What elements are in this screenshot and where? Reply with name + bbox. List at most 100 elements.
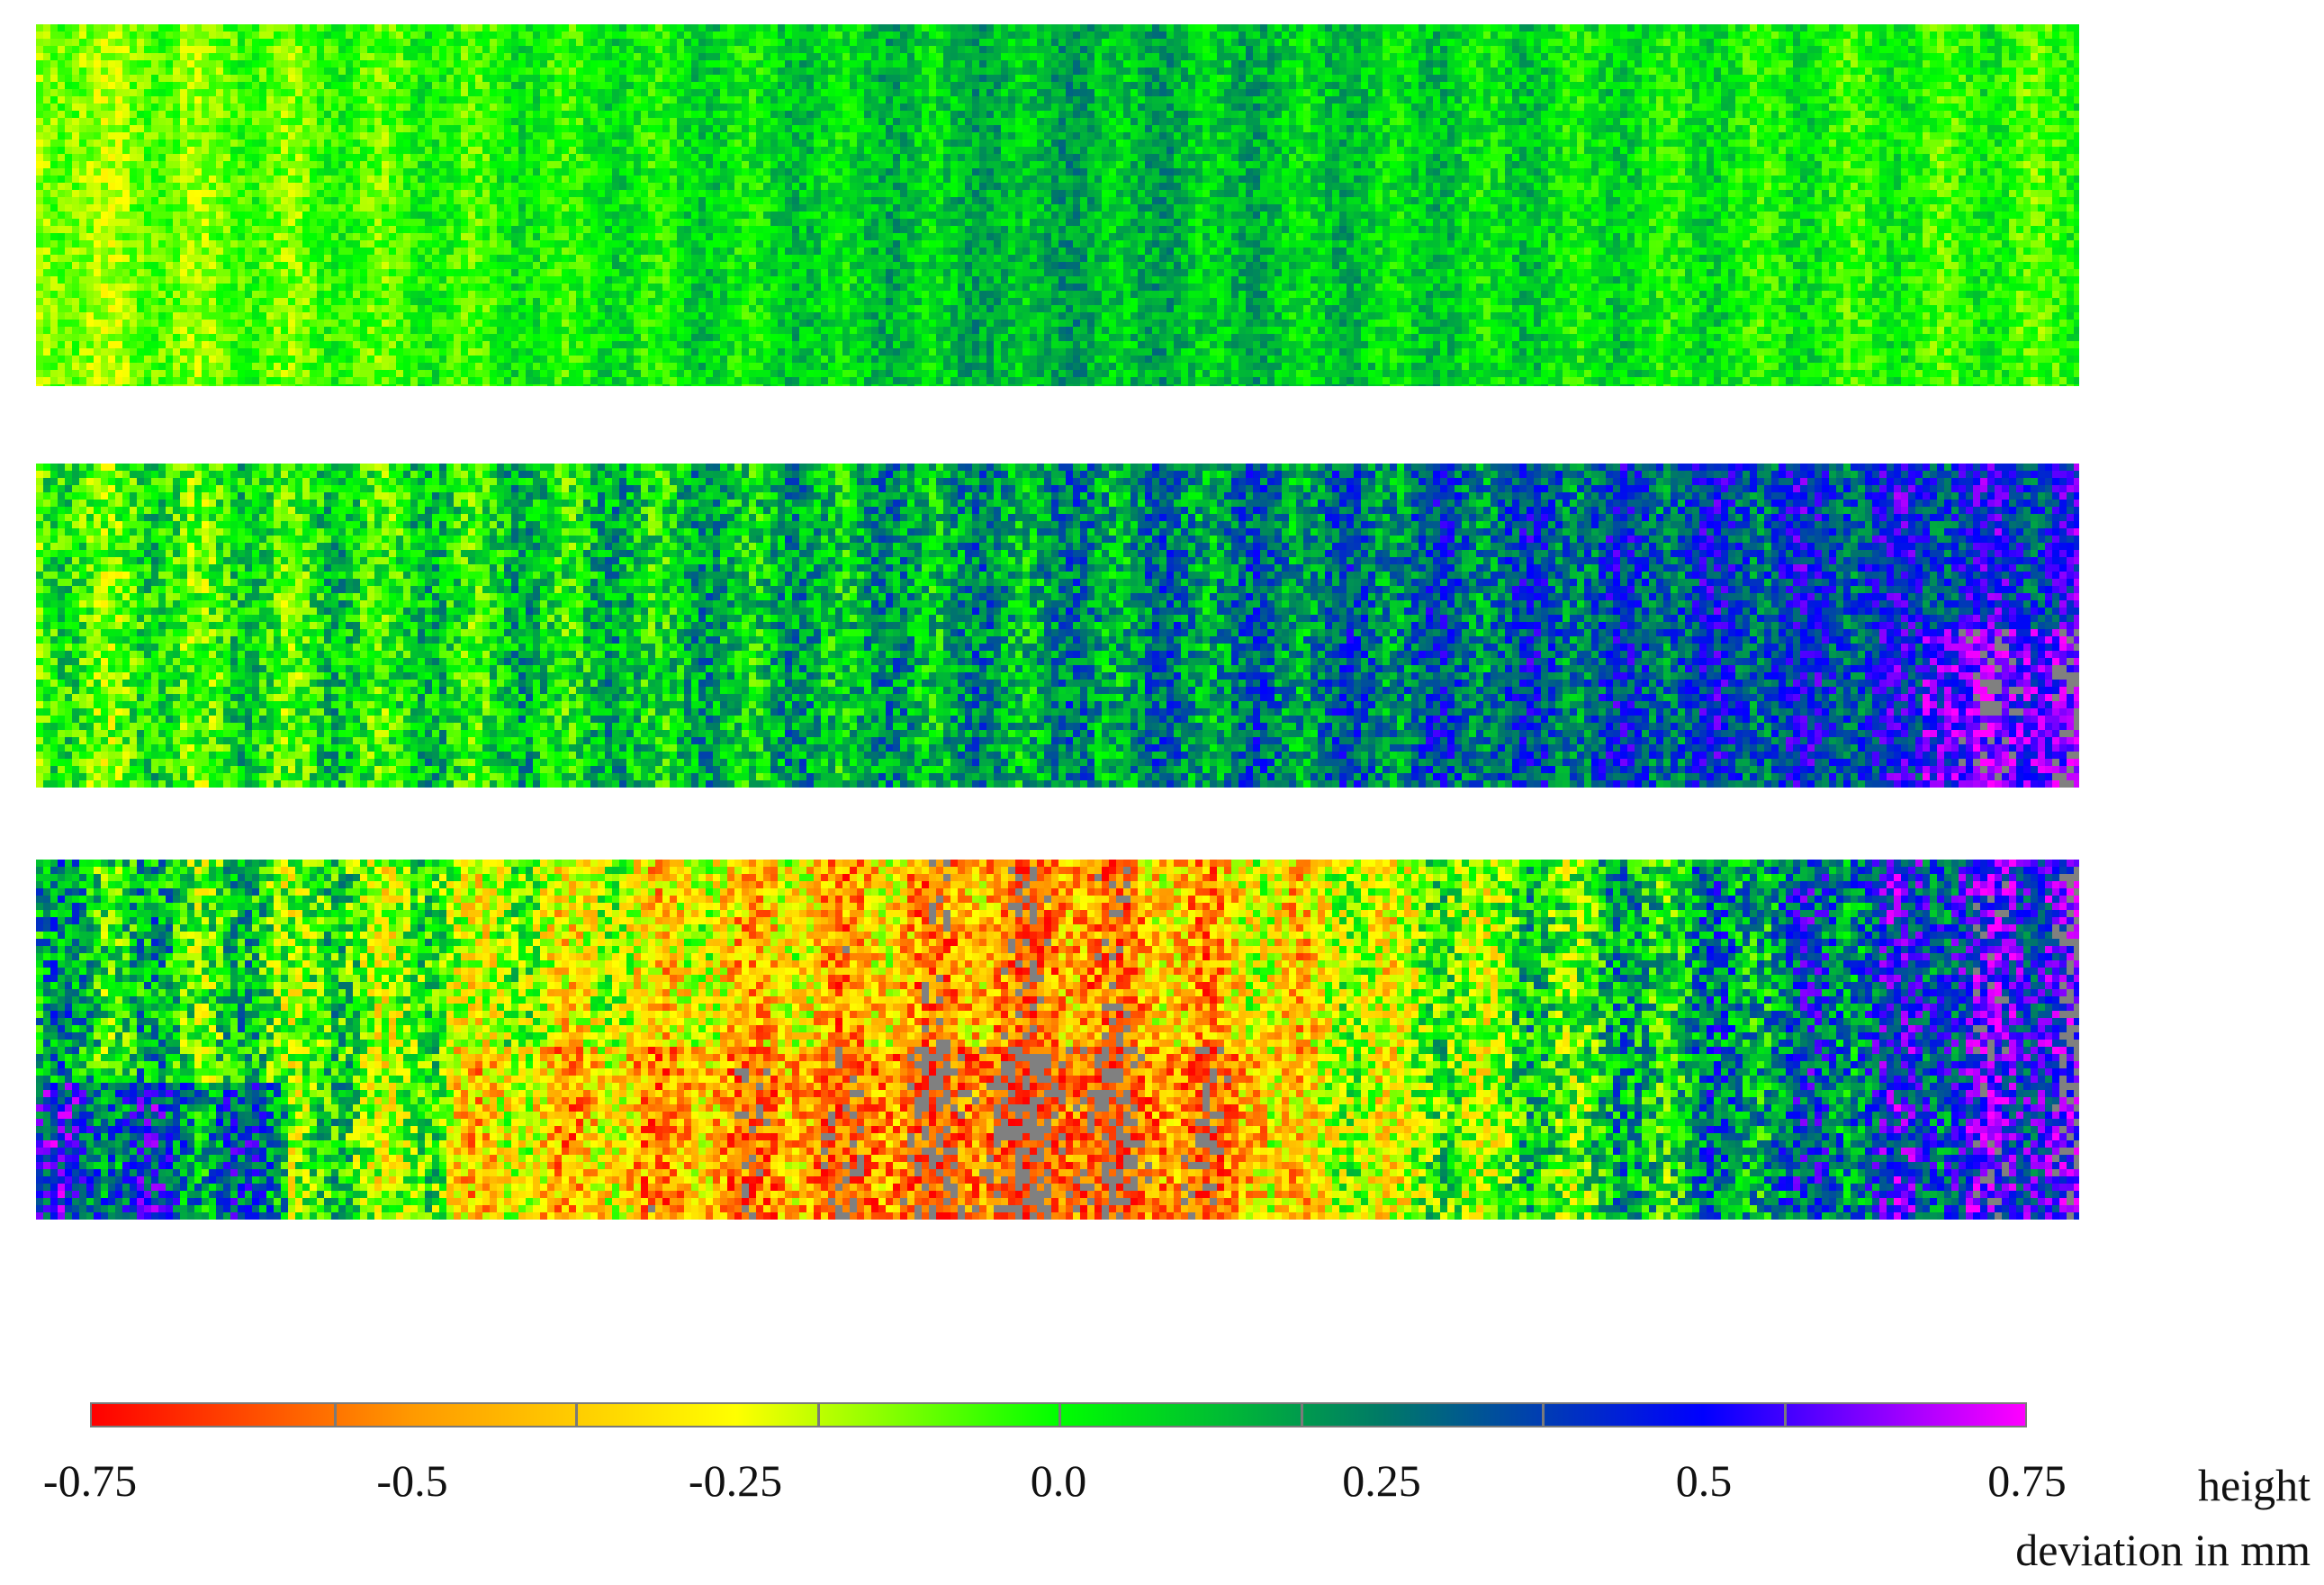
- deviation-cell: [540, 53, 548, 61]
- deviation-cell: [1944, 46, 1952, 54]
- deviation-cell: [490, 82, 498, 90]
- deviation-cell: [1923, 96, 1931, 104]
- deviation-cell: [756, 140, 764, 148]
- deviation-cell: [929, 125, 937, 133]
- deviation-cell: [1282, 46, 1290, 54]
- deviation-cell: [2074, 39, 2079, 47]
- deviation-cell: [266, 132, 275, 140]
- deviation-cell: [1037, 89, 1045, 97]
- deviation-cell: [238, 46, 246, 54]
- deviation-cell: [1267, 46, 1275, 54]
- deviation-cell: [655, 39, 663, 47]
- deviation-cell: [1923, 46, 1931, 54]
- deviation-cell: [562, 53, 570, 61]
- deviation-cell: [1843, 68, 1851, 76]
- deviation-cell: [626, 118, 635, 126]
- deviation-cell: [576, 140, 584, 148]
- deviation-cell: [1354, 24, 1362, 32]
- deviation-cell: [1757, 46, 1765, 54]
- deviation-cell: [130, 89, 138, 97]
- deviation-cell: [79, 140, 87, 148]
- deviation-cell: [511, 89, 519, 97]
- deviation-cell: [1959, 60, 1967, 68]
- deviation-cell: [36, 118, 44, 126]
- deviation-cell: [425, 46, 433, 54]
- deviation-cell: [1174, 46, 1182, 54]
- deviation-cell: [389, 32, 397, 40]
- deviation-cell: [1440, 104, 1448, 112]
- deviation-cell: [1627, 68, 1635, 76]
- deviation-cell: [1462, 32, 1470, 40]
- deviation-cell: [425, 53, 433, 61]
- deviation-cell: [1001, 60, 1009, 68]
- deviation-cell: [2059, 46, 2067, 54]
- deviation-cell: [1923, 39, 1931, 47]
- deviation-cell: [979, 118, 987, 126]
- deviation-cell: [1980, 24, 1988, 32]
- deviation-cell: [662, 60, 671, 68]
- deviation-cell: [670, 96, 678, 104]
- deviation-cell: [922, 32, 930, 40]
- deviation-cell: [1167, 147, 1175, 155]
- deviation-cell: [1001, 104, 1009, 112]
- deviation-cell: [684, 104, 692, 112]
- deviation-cell: [958, 118, 966, 126]
- deviation-cell: [785, 82, 793, 90]
- deviation-cell: [1001, 24, 1009, 32]
- deviation-cell: [1591, 60, 1599, 68]
- deviation-cell: [1094, 68, 1103, 76]
- deviation-cell: [346, 82, 354, 90]
- deviation-cell: [1188, 118, 1196, 126]
- deviation-cell: [1167, 24, 1175, 32]
- deviation-cell: [1195, 111, 1203, 119]
- deviation-cell: [1462, 125, 1470, 133]
- deviation-cell: [1022, 39, 1031, 47]
- deviation-cell: [338, 104, 347, 112]
- deviation-cell: [1152, 60, 1160, 68]
- deviation-cell: [1469, 140, 1477, 148]
- deviation-cell: [518, 132, 527, 140]
- deviation-cell: [706, 96, 714, 104]
- deviation-cell: [259, 89, 267, 97]
- deviation-cell: [468, 68, 476, 76]
- deviation-cell: [1167, 140, 1175, 148]
- deviation-cell: [346, 60, 354, 68]
- deviation-cell: [324, 111, 332, 119]
- deviation-cell: [1735, 75, 1743, 83]
- deviation-cell: [583, 132, 591, 140]
- deviation-cell: [310, 75, 318, 83]
- deviation-cell: [1872, 118, 1880, 126]
- deviation-cell: [1022, 82, 1031, 90]
- deviation-cell: [317, 53, 325, 61]
- deviation-cell: [1145, 75, 1153, 83]
- deviation-cell: [1627, 24, 1635, 32]
- deviation-cell: [324, 104, 332, 112]
- deviation-cell: [806, 82, 815, 90]
- deviation-cell: [1764, 68, 1772, 76]
- deviation-cell: [720, 147, 728, 155]
- deviation-cell: [288, 147, 296, 155]
- deviation-cell: [108, 68, 116, 76]
- deviation-cell: [1440, 68, 1448, 76]
- deviation-cell: [1735, 53, 1743, 61]
- deviation-cell: [1462, 96, 1470, 104]
- deviation-cell: [302, 89, 311, 97]
- deviation-cell: [1699, 68, 1707, 76]
- deviation-cell: [1714, 60, 1722, 68]
- deviation-cell: [324, 53, 332, 61]
- deviation-cell: [346, 111, 354, 119]
- deviation-cell: [1037, 39, 1045, 47]
- deviation-cell: [684, 96, 692, 104]
- deviation-cell: [1692, 96, 1700, 104]
- deviation-cell: [238, 32, 246, 40]
- deviation-cell: [1829, 125, 1837, 133]
- deviation-cell: [1591, 89, 1599, 97]
- deviation-cell: [490, 39, 498, 47]
- deviation-cell: [1779, 32, 1787, 40]
- deviation-cell: [1267, 82, 1275, 90]
- deviation-cell: [1786, 118, 1794, 126]
- deviation-cell: [338, 39, 347, 47]
- deviation-cell: [475, 147, 483, 155]
- deviation-cell: [317, 24, 325, 32]
- deviation-cell: [1555, 68, 1563, 76]
